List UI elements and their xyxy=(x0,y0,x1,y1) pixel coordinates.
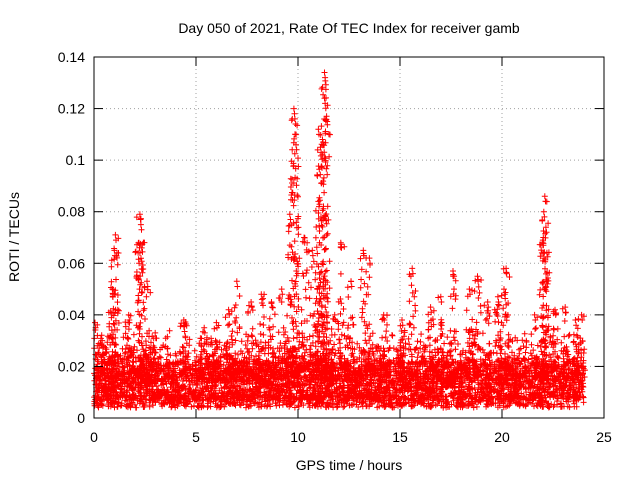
x-tick-label: 0 xyxy=(90,429,98,445)
y-tick-label: 0.14 xyxy=(58,49,85,65)
y-tick-label: 0.08 xyxy=(58,204,85,220)
y-axis-label: ROTI / TECUs xyxy=(6,192,22,282)
plot-grid xyxy=(94,57,604,418)
x-tick-label: 5 xyxy=(192,429,200,445)
y-tick-label: 0.04 xyxy=(58,307,85,323)
x-tick-label: 20 xyxy=(494,429,510,445)
x-tick-label: 15 xyxy=(392,429,408,445)
x-tick-label: 10 xyxy=(290,429,306,445)
y-tick-label: 0.12 xyxy=(58,101,85,117)
chart-title: Day 050 of 2021, Rate Of TEC Index for r… xyxy=(178,20,520,36)
y-tick-label: 0.1 xyxy=(66,152,86,168)
plot-frame xyxy=(93,56,605,419)
y-tick-label: 0.06 xyxy=(58,255,85,271)
roti-data-markers xyxy=(91,69,588,411)
data-points xyxy=(91,69,588,411)
x-axis: 0 5 10 15 20 25 xyxy=(90,57,612,445)
y-tick-label: 0 xyxy=(77,410,85,426)
x-tick-label: 25 xyxy=(596,429,612,445)
x-axis-label: GPS time / hours xyxy=(296,457,403,473)
y-axis: 0 0.02 0.04 0.06 0.08 0.1 0.12 0.14 xyxy=(58,49,604,426)
y-tick-label: 0.02 xyxy=(58,358,85,374)
